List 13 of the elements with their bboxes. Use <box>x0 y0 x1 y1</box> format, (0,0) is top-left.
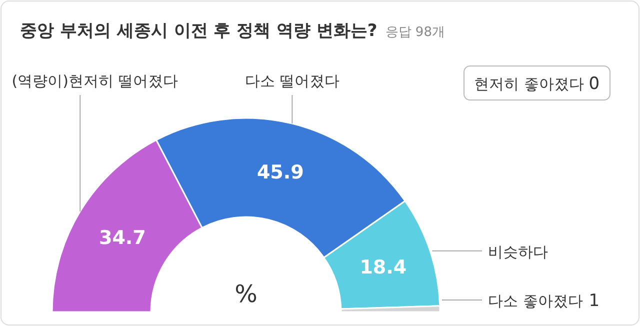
data-label: 34.7 <box>98 227 146 250</box>
slice-label: 다소 좋아졌다 <box>488 292 583 310</box>
text: 0 <box>588 74 600 94</box>
category-label: 현저히 좋아졌다 <box>474 75 584 93</box>
text: % <box>234 280 258 308</box>
slice-label: 다소 떨어졌다 <box>244 72 340 90</box>
data-label: 18.4 <box>360 256 407 278</box>
slice-label: 비슷하다 <box>488 242 548 261</box>
chart-title: 중앙 부처의 세종시 이전 후 정책 역량 변화는? <box>20 21 378 41</box>
slice-label: (역량이)현저히 떨어졌다 <box>12 72 178 90</box>
chart-subtitle: 응답 98개 <box>385 25 445 40</box>
data-label: 45.9 <box>256 162 304 184</box>
data-label: 1 <box>588 291 600 311</box>
